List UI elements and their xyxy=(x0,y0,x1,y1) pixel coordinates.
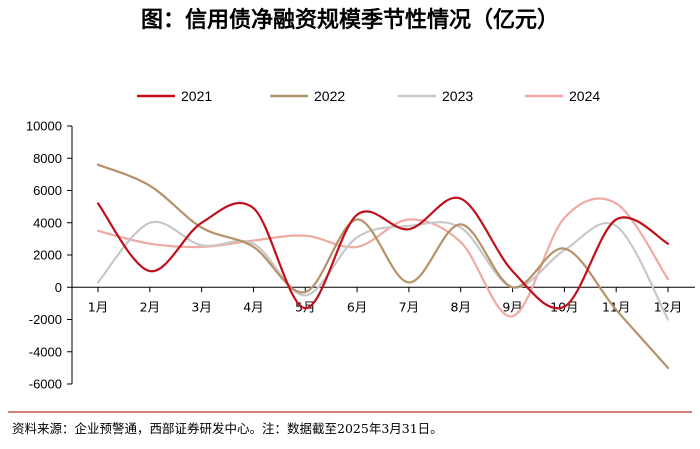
x-tick-label: 2月 xyxy=(140,299,160,314)
legend-label-2024: 2024 xyxy=(569,88,600,104)
legend-label-2021: 2021 xyxy=(181,88,212,104)
y-tick-label: 2000 xyxy=(33,248,62,263)
series-line-2023 xyxy=(96,220,670,321)
y-tick-label: -6000 xyxy=(29,377,62,392)
y-tick-label: 6000 xyxy=(33,183,62,198)
axes: 10000 8000 6000 4000 2000 0 -2000 -4000 -6000 1月 2… xyxy=(26,119,695,392)
y-tick-label: 8000 xyxy=(33,151,62,166)
y-tick-label: -2000 xyxy=(29,312,62,327)
legend-label-2023: 2023 xyxy=(442,88,473,104)
series-lines xyxy=(96,163,670,369)
source-note: 资料来源：企业预警通，西部证券研发中心。注：数据截至2025年3月31日。 xyxy=(12,421,443,436)
x-tick-label: 7月 xyxy=(399,299,419,314)
legend-label-2022: 2022 xyxy=(314,88,345,104)
x-tick-label: 5月 xyxy=(295,299,315,314)
y-tick-label: -4000 xyxy=(29,344,62,359)
series-line-2024 xyxy=(96,197,670,318)
x-tick-label: 8月 xyxy=(451,299,471,314)
y-tick-label: 0 xyxy=(55,280,62,295)
x-tick-label: 11月 xyxy=(602,299,630,314)
x-tick-label: 9月 xyxy=(502,299,522,314)
x-tick-label: 12月 xyxy=(654,299,682,314)
x-tick-label: 6月 xyxy=(347,299,367,314)
y-tick-label: 4000 xyxy=(33,215,62,230)
series-line-2021 xyxy=(96,196,670,310)
chart-title: 图：信用债净融资规模季节性情况（亿元） xyxy=(141,7,559,33)
legend: 2021 2022 2023 2024 xyxy=(137,88,600,104)
y-tick-label: 10000 xyxy=(26,119,62,134)
x-tick-label: 1月 xyxy=(88,299,108,314)
x-tick-label: 3月 xyxy=(191,299,211,314)
series-line-2022 xyxy=(96,163,670,369)
x-tick-label: 4月 xyxy=(243,299,263,314)
